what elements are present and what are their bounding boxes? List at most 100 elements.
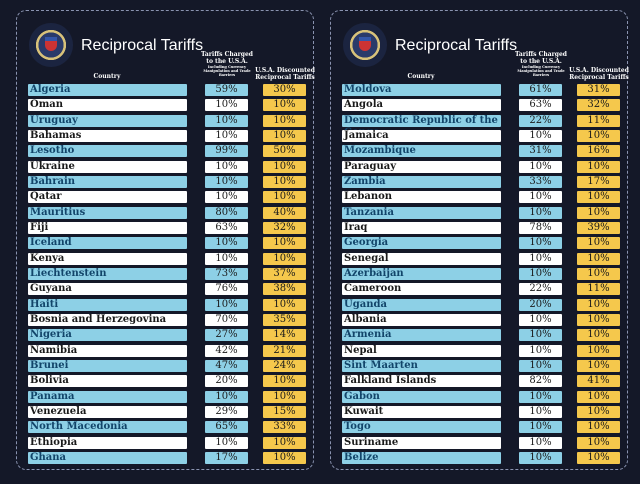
tariff-cell: 22% — [519, 114, 562, 127]
table-row: Haiti 10% 10% — [28, 298, 308, 311]
discounted-cell: 24% — [263, 359, 306, 372]
tariff-header: Tariffs Charged to the U.S.A. Including C… — [197, 51, 257, 77]
tariff-cell: 10% — [205, 175, 248, 188]
table-row: Algeria 59% 30% — [28, 84, 308, 96]
country-cell: Liechtenstein — [28, 267, 187, 280]
table-row: Zambia 33% 17% — [342, 175, 622, 188]
table-row: Jamaica 10% 10% — [342, 129, 622, 142]
discounted-cell: 10% — [577, 298, 620, 311]
table-row: Bahamas 10% 10% — [28, 129, 308, 142]
tariff-cell: 10% — [519, 252, 562, 265]
table-row: Panama 10% 10% — [28, 390, 308, 403]
table-row: Iceland 10% 10% — [28, 237, 308, 250]
discounted-cell: 17% — [577, 175, 620, 188]
country-cell: Suriname — [342, 436, 501, 449]
country-cell: Algeria — [28, 84, 187, 96]
table-row: Oman 10% 10% — [28, 99, 308, 112]
tariff-cell: 61% — [519, 84, 562, 96]
tariff-cell: 73% — [205, 267, 248, 280]
table-row: Belize 10% 10% — [342, 451, 622, 464]
discounted-cell: 10% — [577, 329, 620, 342]
tariff-cell: 10% — [205, 114, 248, 127]
country-cell: Ukraine — [28, 160, 187, 173]
country-cell: Belize — [342, 451, 501, 464]
discounted-cell: 10% — [577, 191, 620, 204]
page-title: Reciprocal Tariffs — [81, 37, 204, 54]
discounted-cell: 10% — [577, 237, 620, 250]
tariff-cell: 10% — [519, 267, 562, 280]
tariff-cell: 10% — [519, 405, 562, 418]
tariff-cell: 10% — [205, 237, 248, 250]
table-row: Moldova 61% 31% — [342, 84, 622, 96]
country-cell: Kenya — [28, 252, 187, 265]
discounted-header: U.S.A. Discounted Reciprocal Tariffs — [255, 67, 315, 81]
tariff-cell: 10% — [519, 451, 562, 464]
country-cell: Kuwait — [342, 405, 501, 418]
table-row: Paraguay 10% 10% — [342, 160, 622, 173]
table-row: Cameroon 22% 11% — [342, 283, 622, 296]
tariff-cell: 42% — [205, 344, 248, 357]
table-row: Lesotho 99% 50% — [28, 145, 308, 158]
tariff-cell: 17% — [205, 451, 248, 464]
table-row: Democratic Republic of the Congo 22% 11% — [342, 114, 622, 138]
table-row: Bahrain 10% 10% — [28, 175, 308, 188]
country-cell: Iceland — [28, 237, 187, 250]
discounted-cell: 10% — [263, 160, 306, 173]
discounted-cell: 32% — [263, 221, 306, 234]
table-row: Ghana 17% 10% — [28, 451, 308, 464]
country-cell: Senegal — [342, 252, 501, 265]
table-row: Sint Maarten 10% 10% — [342, 359, 622, 372]
country-cell: Haiti — [28, 298, 187, 311]
tariff-panel-right: Reciprocal Tariffs Country Tariffs Charged… — [330, 10, 629, 470]
tariff-cell: 10% — [519, 359, 562, 372]
country-cell: Democratic Republic of the Congo — [342, 114, 501, 138]
discounted-cell: 10% — [263, 129, 306, 142]
presidential-seal-icon — [343, 23, 387, 67]
discounted-cell: 38% — [263, 283, 306, 296]
table-row: Namibia 42% 21% — [28, 344, 308, 357]
table-row: Togo 10% 10% — [342, 421, 622, 434]
discounted-cell: 10% — [263, 436, 306, 449]
tariff-cell: 70% — [205, 313, 248, 326]
tariff-cell: 10% — [205, 436, 248, 449]
discounted-cell: 10% — [577, 129, 620, 142]
country-cell: Guyana — [28, 283, 187, 296]
discounted-cell: 10% — [263, 191, 306, 204]
tariff-cell: 63% — [519, 99, 562, 112]
tariff-cell: 22% — [519, 283, 562, 296]
country-cell: Bolivia — [28, 375, 187, 388]
country-header: Country — [407, 73, 435, 80]
tariff-cell: 27% — [205, 329, 248, 342]
discounted-cell: 10% — [263, 375, 306, 388]
table-row: Armenia 10% 10% — [342, 329, 622, 342]
country-cell: Paraguay — [342, 160, 501, 173]
discounted-cell: 10% — [577, 421, 620, 434]
country-cell: Ethiopia — [28, 436, 187, 449]
country-cell: Mauritius — [28, 206, 187, 219]
table-row: Brunei 47% 24% — [28, 359, 308, 372]
table-row: Angola 63% 32% — [342, 99, 622, 112]
discounted-cell: 10% — [577, 313, 620, 326]
table-row: Georgia 10% 10% — [342, 237, 622, 250]
tariff-cell: 10% — [205, 160, 248, 173]
tariff-cell: 59% — [205, 84, 248, 96]
country-cell: Lebanon — [342, 191, 501, 204]
table-row: Suriname 10% 10% — [342, 436, 622, 449]
table-row: Iraq 78% 39% — [342, 221, 622, 234]
tariff-cell: 20% — [519, 298, 562, 311]
country-cell: Azerbaijan — [342, 267, 501, 280]
discounted-cell: 10% — [577, 206, 620, 219]
country-cell: Qatar — [28, 191, 187, 204]
table-row: Senegal 10% 10% — [342, 252, 622, 265]
country-cell: Bahamas — [28, 129, 187, 142]
tariff-cell: 47% — [205, 359, 248, 372]
table-row: Uganda 20% 10% — [342, 298, 622, 311]
tariff-header-label: Tariffs Charged to the U.S.A. — [200, 51, 253, 65]
discounted-cell: 14% — [263, 329, 306, 342]
country-cell: Lesotho — [28, 145, 187, 158]
country-cell: Fiji — [28, 221, 187, 234]
tariff-cell: 10% — [519, 313, 562, 326]
country-cell: Georgia — [342, 237, 501, 250]
table-row: Qatar 10% 10% — [28, 191, 308, 204]
country-cell: North Macedonia — [28, 421, 187, 434]
